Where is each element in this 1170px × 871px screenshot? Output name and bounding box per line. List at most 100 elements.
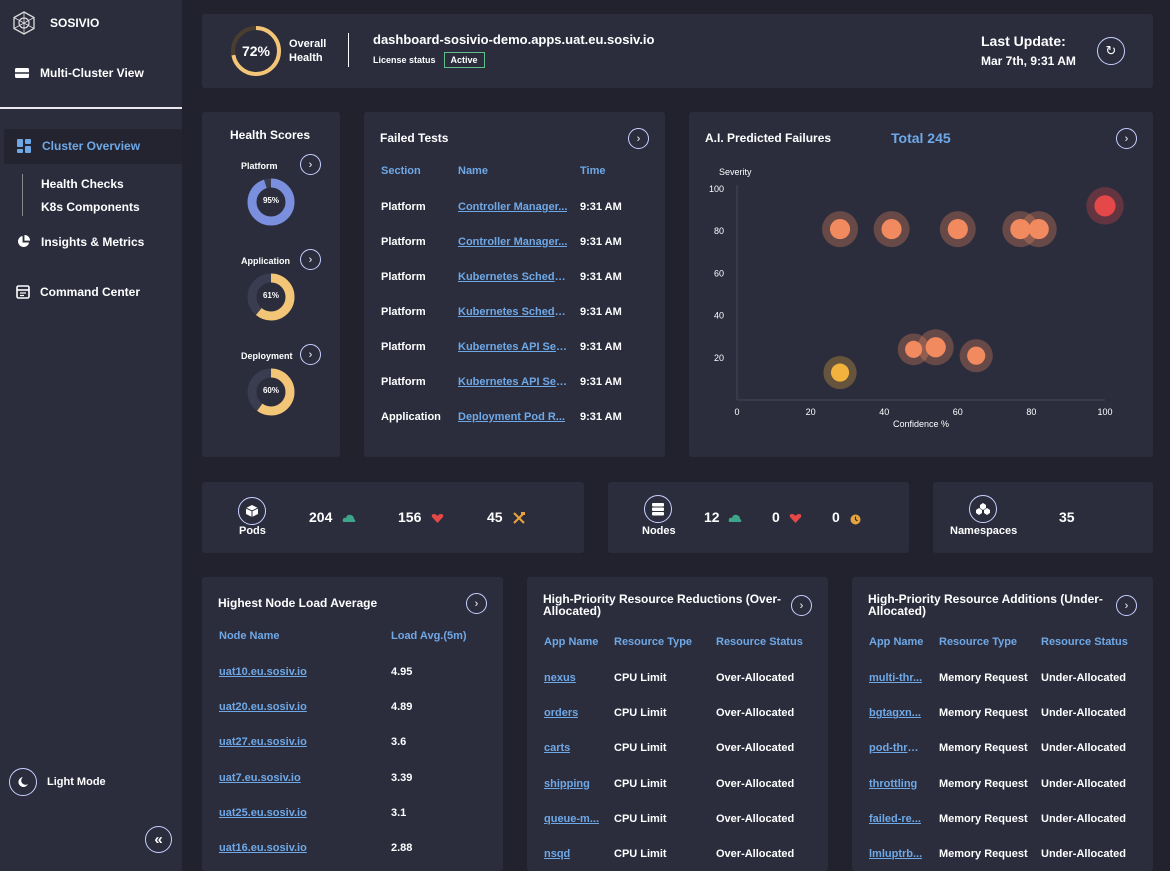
app-name-link[interactable]: queue-m... [544,812,600,825]
app-name-link[interactable]: lmluptrb... [869,848,923,860]
refresh-icon: ↻ [1105,43,1117,58]
app-name-link[interactable]: pod-thro... [869,742,923,755]
nav-cluster-overview[interactable]: Cluster Overview [16,138,140,154]
failed-test-name-link[interactable]: Kubernetes Schedu... [458,271,568,283]
predicted-failures-open-button[interactable]: › [1116,128,1137,149]
nav-health-checks[interactable]: Health Checks [41,177,124,191]
sidebar: SOSIVIO Multi-Cluster View Cluster Overv… [0,0,182,871]
warning-clock-icon [850,514,861,525]
health-score-value: 60% [262,386,279,395]
failure-bubble[interactable] [822,211,859,248]
node-load-title: Highest Node Load Average [218,596,378,610]
failure-bubble[interactable] [1086,187,1124,225]
brand-name: SOSIVIO [50,16,100,30]
node-name-link[interactable]: uat25.eu.sosiv.io [219,806,307,819]
health-score-open-button[interactable]: › [300,344,321,365]
failed-test-name-link[interactable]: Kubernetes API Ser... [458,341,568,353]
node-load-open-button[interactable]: › [466,593,487,614]
reductions-title-line-1: High-Priority Resource Reductions (Over- [543,592,782,606]
pie-chart-icon [17,234,31,248]
license-status-badge: Active [443,52,485,68]
resource-status: Under-Allocated [1041,812,1126,825]
failure-bubble[interactable] [897,333,930,366]
health-score-value: 61% [262,291,279,300]
failure-bubble[interactable] [1002,211,1039,248]
failure-bubble-core [1094,195,1116,217]
nav-multi-cluster[interactable]: Multi-Cluster View [14,66,144,80]
nav-k8s-components[interactable]: K8s Components [41,200,140,214]
failed-tests-open-button[interactable]: › [628,128,649,149]
failed-test-section: Platform [381,201,426,213]
app-name-link[interactable]: carts [544,742,571,755]
app-name-link[interactable]: orders [544,707,579,720]
refresh-button[interactable]: ↻ [1097,37,1125,65]
brand-logo[interactable]: SOSIVIO [12,11,99,35]
y-tick-label: 100 [709,184,724,194]
col-header-name: Name [458,165,488,177]
server-icon [644,495,672,523]
app-name-link[interactable]: nexus [544,672,576,684]
last-update-value: Mar 7th, 9:31 AM [981,54,1076,68]
additions-title: High-Priority Resource Additions (Under-… [868,593,1103,617]
pod-cube-icon [238,497,266,525]
failed-test-name-link[interactable]: Kubernetes Schedu... [458,306,568,318]
failed-test-name-link[interactable]: Deployment Pod R... [458,411,565,423]
resource-status: Under-Allocated [1041,672,1126,684]
failed-test-name-link[interactable]: Controller Manager... [458,201,568,213]
failure-bubble[interactable] [873,211,910,248]
health-score-open-button[interactable]: › [300,249,321,270]
cluster-icon [15,68,29,78]
failure-bubble[interactable] [939,211,976,248]
failure-bubble[interactable] [1020,211,1057,248]
pods-failing-count: 156 [398,509,422,525]
nav-cluster-overview-label: Cluster Overview [42,139,141,153]
additions-open-button[interactable]: › [1116,595,1137,616]
app-name-link[interactable]: throttling [869,777,918,790]
collapse-sidebar-button[interactable]: « [145,826,172,853]
health-score-arc [247,273,295,321]
node-name-link[interactable]: uat10.eu.sosiv.io [219,666,307,678]
app-name-link[interactable]: bgtagxn... [869,707,921,720]
failed-test-name-link[interactable]: Controller Manager... [458,236,568,248]
nav-insights-label: Insights & Metrics [41,234,145,249]
reductions-open-button[interactable]: › [791,595,812,616]
node-name-link[interactable]: uat20.eu.sosiv.io [219,701,307,714]
chevron-right-icon: › [474,597,479,610]
col-header-app-name: App Name [869,636,924,648]
node-name-link[interactable]: uat16.eu.sosiv.io [219,842,307,854]
col-header-section: Section [381,165,421,177]
node-load-value: 3.6 [391,736,407,749]
failed-test-name-link[interactable]: Kubernetes API Ser... [458,376,568,388]
failure-bubble[interactable] [959,339,993,373]
node-name-link[interactable]: uat27.eu.sosiv.io [219,736,307,749]
nav-command-center[interactable]: Command Center [16,284,140,299]
node-load-value: 4.95 [391,666,413,678]
health-score-open-button[interactable]: › [300,154,321,175]
additions-panel: High-Priority Resource Additions (Under-… [852,577,1153,871]
namespaces-count: 35 [1059,509,1075,525]
failure-bubble[interactable] [917,329,954,366]
failed-test-time: 9:31 AM [580,201,622,213]
app-name-link[interactable]: failed-re... [869,812,921,825]
app-name-link[interactable]: shipping [544,777,590,790]
health-score-donut [247,273,295,321]
app-name-link[interactable]: multi-thr... [869,672,923,684]
failure-bubble[interactable] [823,355,857,390]
health-score-value: 95% [262,196,279,205]
nav-multi-cluster-label: Multi-Cluster View [40,66,144,80]
last-update-label: Last Update: [981,33,1066,49]
resource-status: Over-Allocated [716,672,795,684]
resource-status: Under-Allocated [1041,742,1126,755]
node-name-link[interactable]: uat7.eu.sosiv.io [219,771,301,784]
pods-panel: Pods 204 156 45 [202,482,584,553]
predicted-failures-panel: A.I. Predicted Failures Total 245 › Seve… [689,112,1153,457]
heart-down-icon [431,514,444,523]
health-scores-panel: Health Scores Platform › 95% Application › 61… [202,112,340,457]
nav-insights[interactable]: Insights & Metrics [16,234,144,249]
header-divider [348,33,349,67]
app-name-link[interactable]: nsqd [544,848,571,860]
resource-type: Memory Request [939,777,1028,790]
light-mode-toggle[interactable]: Light Mode [9,768,106,796]
resource-status: Over-Allocated [716,707,795,720]
failed-test-time: 9:31 AM [580,306,622,318]
